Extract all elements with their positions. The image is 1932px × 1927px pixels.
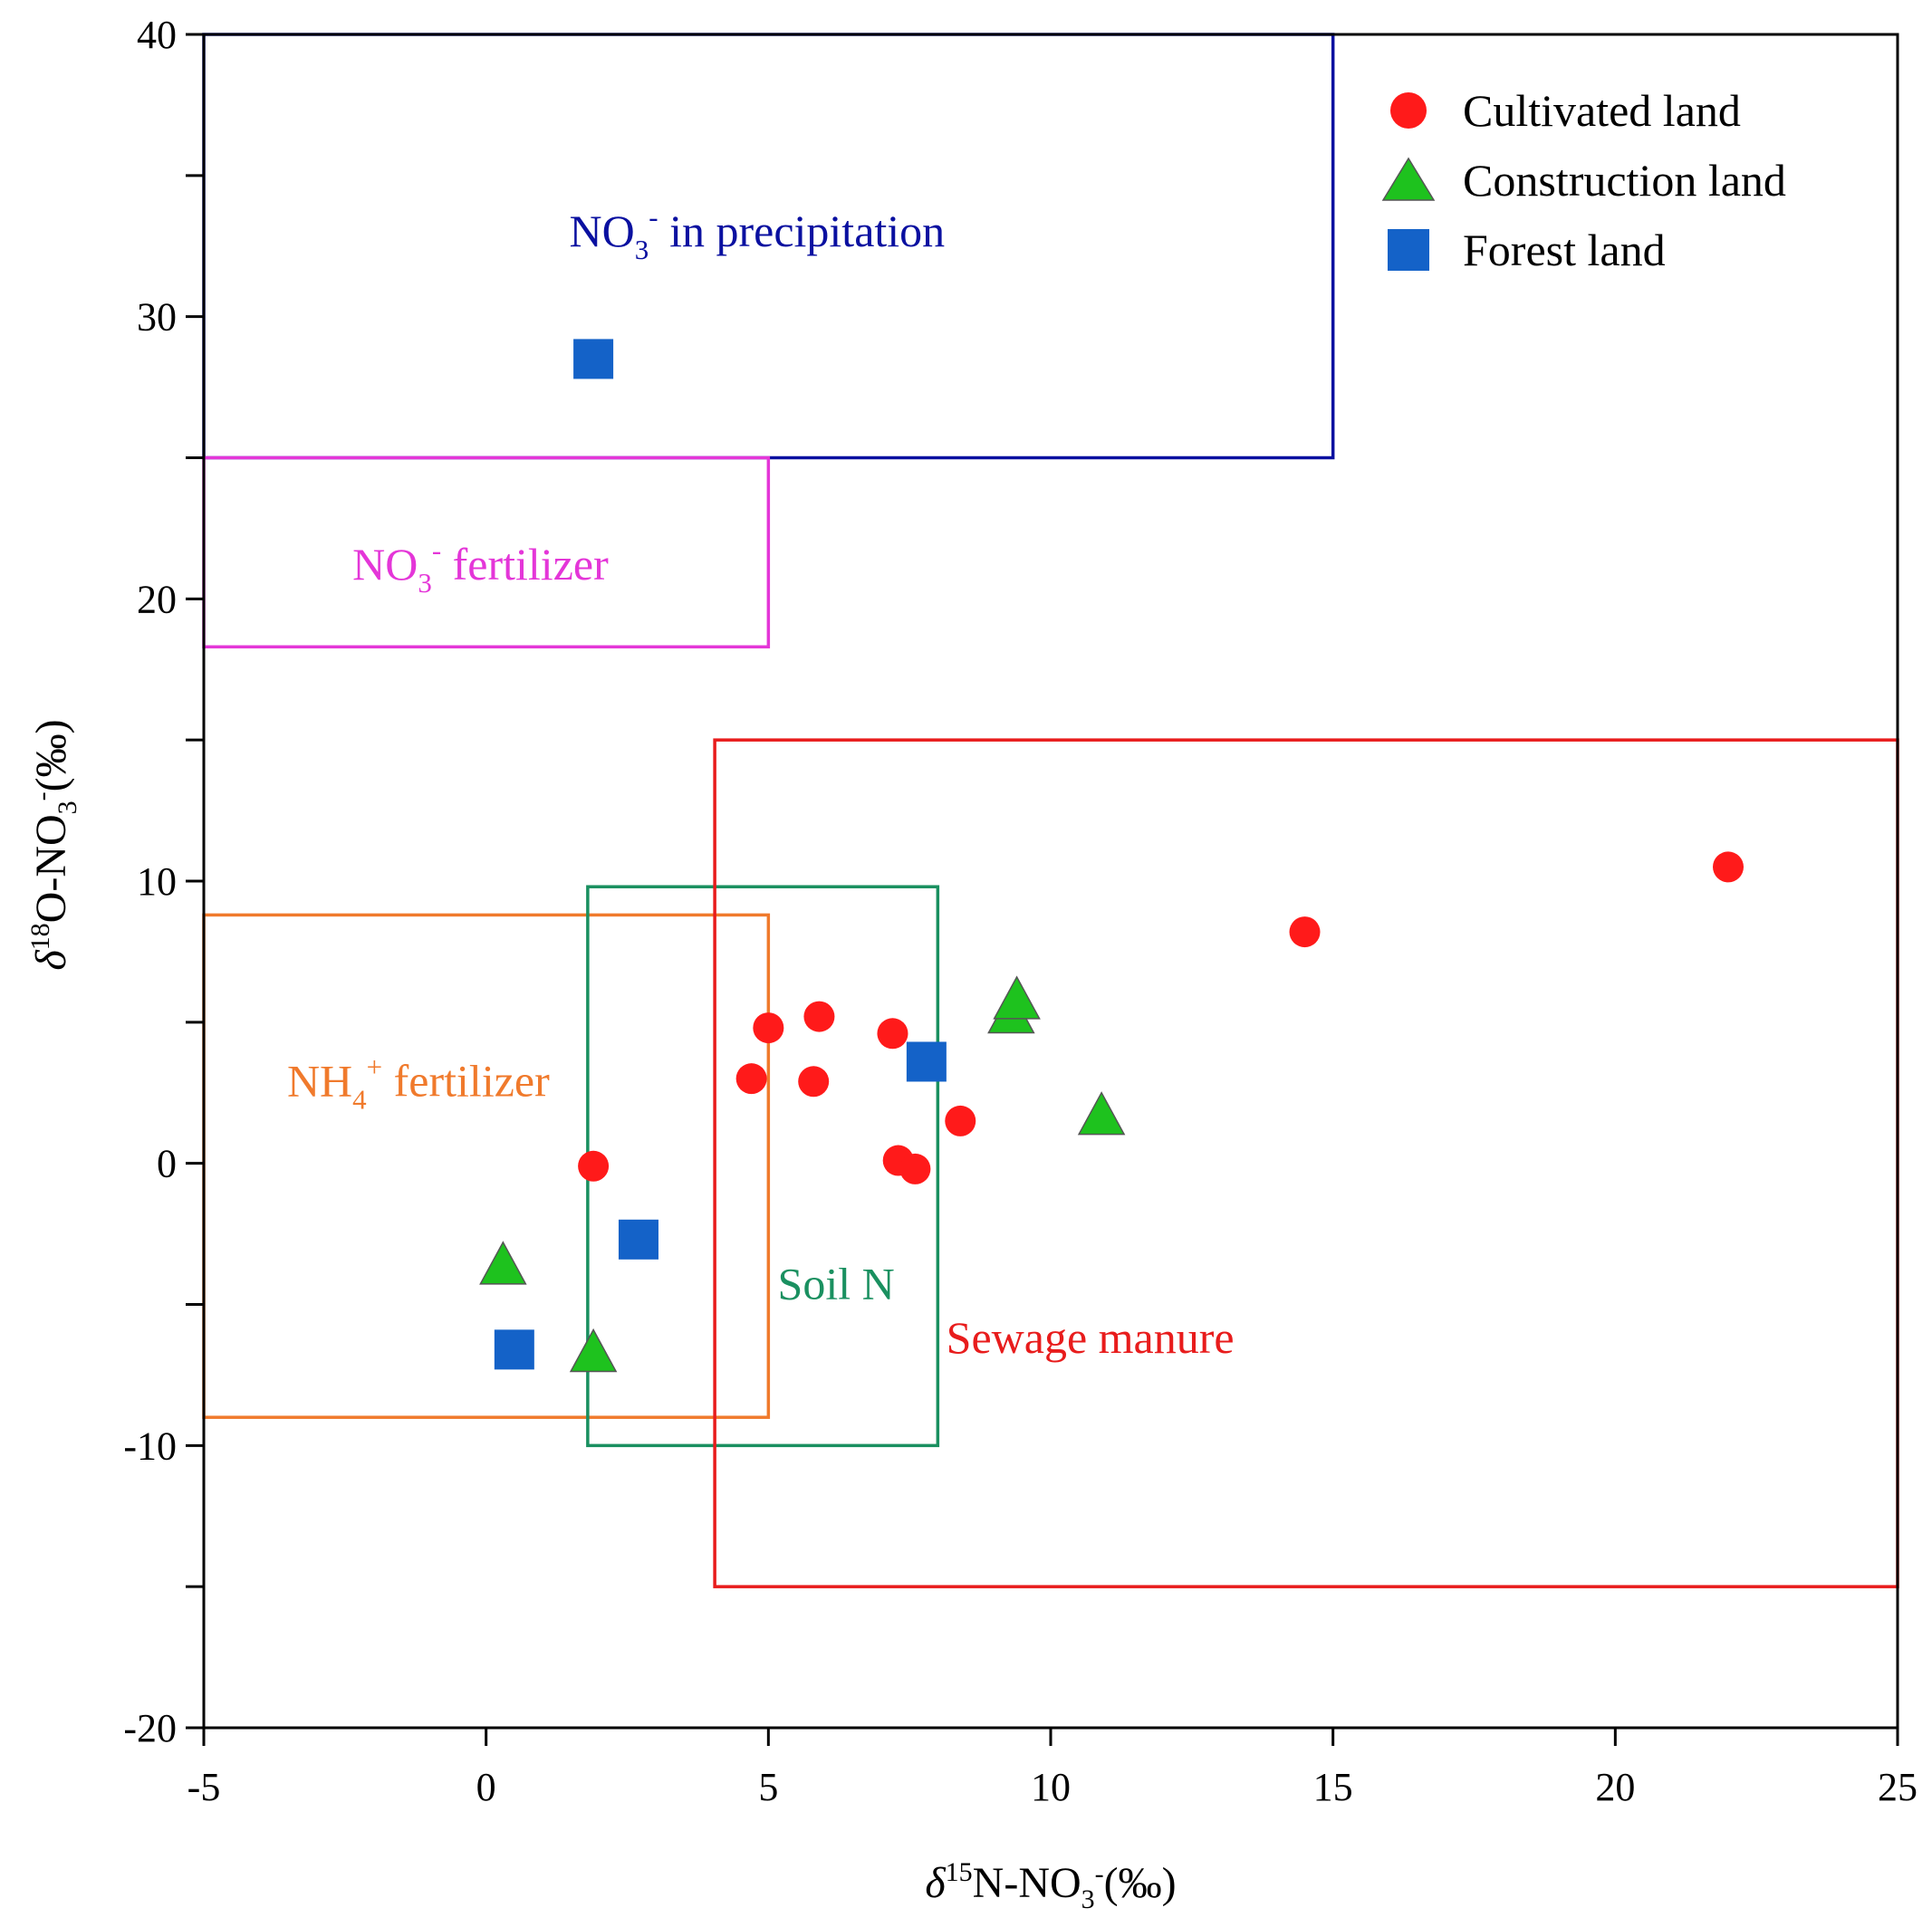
point-cultivated-land bbox=[798, 1066, 830, 1098]
point-construction-land bbox=[1077, 1091, 1126, 1136]
point-forest-land bbox=[618, 1219, 658, 1260]
x-tick-label: 15 bbox=[1313, 1765, 1353, 1809]
axis-ticks: -5 0 5 10 15 20 25 -20 -10 0 10 20 30 40 bbox=[123, 13, 1918, 1809]
x-tick-label: -5 bbox=[187, 1765, 221, 1809]
point-cultivated-land bbox=[735, 1063, 767, 1095]
data-points bbox=[479, 339, 1744, 1373]
point-construction-land bbox=[993, 975, 1041, 1020]
region-label-no3-fertilizer: NO3- fertilizer bbox=[352, 534, 609, 599]
x-tick-label: 20 bbox=[1595, 1765, 1635, 1809]
point-forest-land bbox=[573, 339, 614, 379]
point-forest-land bbox=[906, 1041, 947, 1082]
legend-label-cultivated-land: Cultivated land bbox=[1463, 85, 1741, 136]
legend-marker-cultivated-land bbox=[1390, 92, 1427, 129]
point-cultivated-land bbox=[1289, 916, 1321, 948]
legend-marker-construction-land bbox=[1381, 157, 1436, 201]
region-label-soil-n: Soil N bbox=[778, 1259, 895, 1309]
region-label-no3-in-precipitation: NO3- in precipitation bbox=[570, 201, 946, 265]
region-nh4-fertilizer bbox=[202, 913, 771, 1419]
point-cultivated-land bbox=[803, 1001, 835, 1032]
legend: Cultivated land Construction land Forest l… bbox=[1381, 85, 1786, 275]
y-tick-label: 0 bbox=[157, 1142, 177, 1186]
y-axis-title: δ18O-NO3-(‰) bbox=[25, 719, 82, 970]
point-construction-land bbox=[569, 1328, 618, 1373]
x-axis-title: δ15N-NO3-(‰) bbox=[925, 1857, 1176, 1914]
plot-area-frame bbox=[202, 33, 1899, 1730]
x-tick-label: 0 bbox=[476, 1765, 496, 1809]
x-tick-label: 10 bbox=[1031, 1765, 1071, 1809]
y-tick-label: 30 bbox=[137, 295, 177, 340]
y-tick-label: -10 bbox=[123, 1424, 177, 1468]
point-forest-land bbox=[494, 1329, 534, 1370]
x-tick-label: 5 bbox=[758, 1765, 778, 1809]
y-tick-label: 10 bbox=[137, 859, 177, 904]
legend-label-construction-land: Construction land bbox=[1463, 155, 1786, 206]
point-construction-land bbox=[479, 1241, 527, 1285]
x-tick-label: 25 bbox=[1878, 1765, 1918, 1809]
point-cultivated-land bbox=[753, 1012, 784, 1044]
point-cultivated-land bbox=[877, 1018, 908, 1050]
point-cultivated-land bbox=[578, 1150, 610, 1182]
legend-marker-forest-land bbox=[1388, 229, 1429, 271]
y-tick-label: 40 bbox=[137, 13, 177, 57]
region-label-sewage-manure: Sewage manure bbox=[947, 1312, 1235, 1363]
point-cultivated-land bbox=[945, 1105, 976, 1136]
legend-label-forest-land: Forest land bbox=[1463, 225, 1666, 275]
y-tick-label: -20 bbox=[123, 1706, 177, 1750]
region-labels: NO3- in precipitation NO3- fertilizer NH4+… bbox=[287, 201, 1235, 1363]
region-label-nh4-fertilizer: NH4+ fertilizer bbox=[287, 1050, 550, 1115]
point-cultivated-land bbox=[899, 1153, 931, 1184]
y-tick-label: 20 bbox=[137, 577, 177, 621]
point-cultivated-land bbox=[1713, 851, 1744, 883]
